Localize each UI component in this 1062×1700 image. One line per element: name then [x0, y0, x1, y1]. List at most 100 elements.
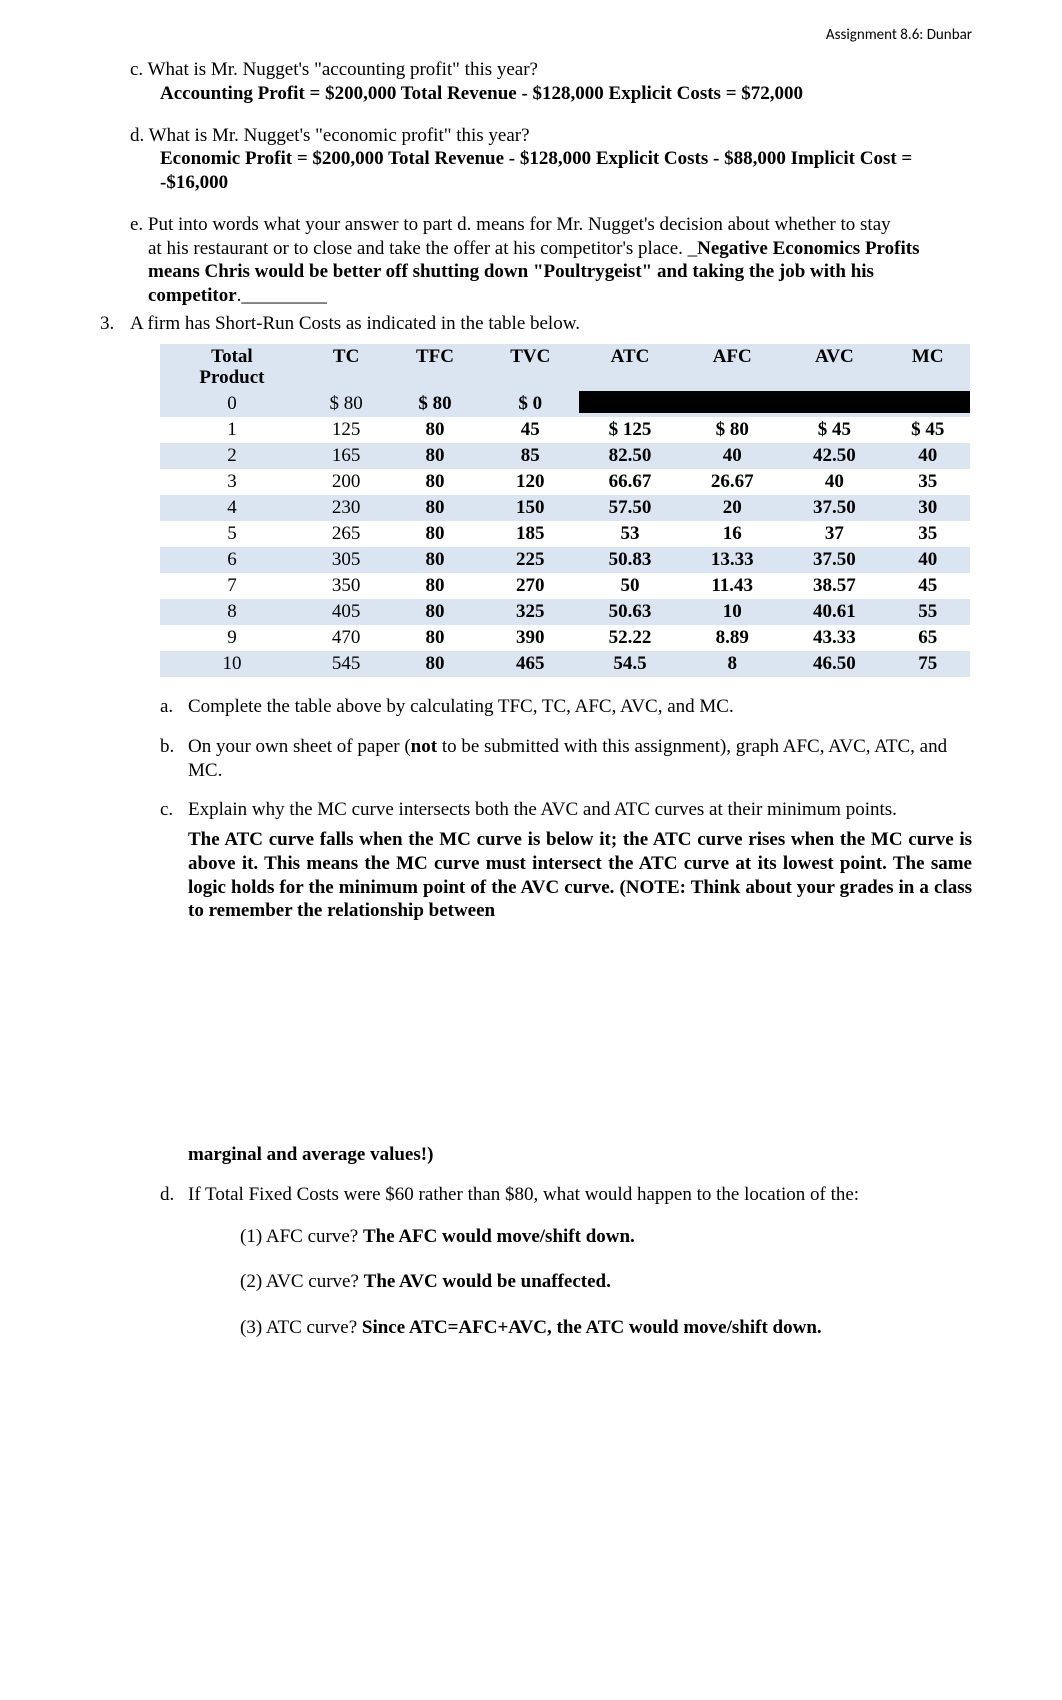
question-e-plain: at his restaurant or to close and take t…	[148, 238, 697, 259]
table-cell: 85	[482, 443, 579, 469]
question-3-number: 3.	[100, 312, 130, 336]
question-e: e. Put into words what your answer to pa…	[130, 213, 972, 308]
table-row: 42308015057.502037.5030	[160, 495, 970, 521]
table-cell: 80	[388, 651, 481, 677]
col-tvc: TVC	[482, 344, 579, 392]
question-e-tail: ._________	[237, 285, 327, 306]
table-cell: 165	[304, 443, 388, 469]
question-e-line1: e. Put into words what your answer to pa…	[130, 213, 972, 237]
table-row: 84058032550.631040.6155	[160, 599, 970, 625]
table-cell: 405	[304, 599, 388, 625]
table-cell: 2	[160, 443, 304, 469]
table-cell: 325	[482, 599, 579, 625]
part-d-text: If Total Fixed Costs were $60 rather tha…	[188, 1183, 972, 1207]
table-cell: 470	[304, 625, 388, 651]
table-cell: 10	[160, 651, 304, 677]
table-cell: 270	[482, 573, 579, 599]
question-c: c. What is Mr. Nugget's "accounting prof…	[130, 58, 972, 106]
part-d-sub2-bold: The AVC would be unaffected.	[364, 1271, 611, 1292]
part-a-label: a.	[160, 695, 188, 719]
question-e-body: at his restaurant or to close and take t…	[130, 237, 972, 308]
table-cell: 150	[482, 495, 579, 521]
page-header-right: Assignment 8.6: Dunbar	[826, 26, 972, 44]
col-tc: TC	[304, 344, 388, 392]
question-3-text: A firm has Short-Run Costs as indicated …	[130, 312, 972, 336]
table-cell: 465	[482, 651, 579, 677]
table-cell: 45	[482, 417, 579, 443]
table-cell: 80	[388, 495, 481, 521]
part-d-sub2-pre: (2) AVC curve?	[240, 1271, 364, 1292]
question-c-text: c. What is Mr. Nugget's "accounting prof…	[130, 58, 972, 82]
cost-table: Total Product TC TFC TVC ATC AFC AVC MC …	[160, 344, 970, 678]
part-d-sub1-bold: The AFC would move/shift down.	[363, 1226, 635, 1247]
col-tfc: TFC	[388, 344, 481, 392]
part-c-answer: The ATC curve falls when the MC curve is…	[188, 828, 972, 923]
table-cell: 80	[388, 417, 481, 443]
part-c-answer-tail: marginal and average values!)	[130, 1143, 972, 1167]
col-afc: AFC	[681, 344, 783, 392]
table-cell: $ 80	[304, 391, 388, 417]
page-gap	[130, 923, 972, 1143]
table-cell: 545	[304, 651, 388, 677]
part-d-sub1-pre: (1) AFC curve?	[240, 1226, 363, 1247]
table-cell: 185	[482, 521, 579, 547]
table-cell: 80	[388, 443, 481, 469]
table-cell: 120	[482, 469, 579, 495]
table-cell: 390	[482, 625, 579, 651]
col-avc: AVC	[783, 344, 885, 392]
table-cell: 125	[304, 417, 388, 443]
table-cell: 200	[304, 469, 388, 495]
part-d-sub3-bold: Since ATC=AFC+AVC, the ATC would move/sh…	[362, 1317, 822, 1338]
table-row: 2165808582.504042.5040	[160, 443, 970, 469]
table-row: 7350802705011.4338.5745	[160, 573, 970, 599]
table-cell: 80	[388, 573, 481, 599]
question-c-answer: Accounting Profit = $200,000 Total Reven…	[130, 82, 972, 106]
table-cell: 80	[388, 521, 481, 547]
table-body: 0$ 80$ 80$ 011258045$ 125$ 80$ 45$ 45216…	[160, 391, 970, 677]
table-cell: 265	[304, 521, 388, 547]
col-total-product: Total Product	[160, 344, 304, 392]
question-d: d. What is Mr. Nugget's "economic profit…	[130, 124, 972, 195]
page: Assignment 8.6: Dunbar c. What is Mr. Nu…	[0, 0, 1062, 1700]
part-d-sub3: (3) ATC curve? Since ATC=AFC+AVC, the AT…	[160, 1316, 972, 1340]
table-cell: 9	[160, 625, 304, 651]
table-cell: 225	[482, 547, 579, 573]
table-cell: 80	[388, 625, 481, 651]
table-cell: 7	[160, 573, 304, 599]
part-b: b. On your own sheet of paper (not to be…	[130, 735, 972, 783]
table-row: 105458046554.5846.5075	[160, 651, 970, 677]
table-cell: 305	[304, 547, 388, 573]
table-cell: 4	[160, 495, 304, 521]
table-cell: $ 80	[388, 391, 481, 417]
cost-table-wrap: Total Product TC TFC TVC ATC AFC AVC MC …	[160, 344, 972, 678]
table-row: 94708039052.228.8943.3365	[160, 625, 970, 651]
col-atc: ATC	[579, 344, 681, 392]
part-d-sub3-pre: (3) ATC curve?	[240, 1317, 362, 1338]
part-a: a. Complete the table above by calculati…	[130, 695, 972, 719]
table-cell: $ 0	[482, 391, 579, 417]
part-b-bold: not	[411, 736, 437, 757]
table-cell: 80	[388, 469, 481, 495]
table-cell: 80	[388, 547, 481, 573]
table-row: 32008012066.6726.674035	[160, 469, 970, 495]
table-row: 52658018553163735	[160, 521, 970, 547]
table-cell: 1	[160, 417, 304, 443]
part-b-pre: On your own sheet of paper (	[188, 736, 411, 757]
table-cell: 6	[160, 547, 304, 573]
table-cell: 8	[160, 599, 304, 625]
col-mc: MC	[886, 344, 971, 392]
table-row: 63058022550.8313.3337.5040	[160, 547, 970, 573]
part-d-sub2: (2) AVC curve? The AVC would be unaffect…	[160, 1270, 972, 1294]
table-cell: 5	[160, 521, 304, 547]
table-cell: 80	[388, 599, 481, 625]
table-cell: 350	[304, 573, 388, 599]
part-d-sub1: (1) AFC curve? The AFC would move/shift …	[160, 1225, 972, 1249]
part-a-text: Complete the table above by calculating …	[188, 695, 972, 719]
part-b-label: b.	[160, 735, 188, 783]
question-3: 3. A firm has Short-Run Costs as indicat…	[100, 312, 972, 336]
part-c-text: Explain why the MC curve intersects both…	[188, 798, 972, 822]
table-cell: 3	[160, 469, 304, 495]
part-d-label: d.	[160, 1183, 188, 1207]
part-c: c. Explain why the MC curve intersects b…	[130, 798, 972, 923]
table-cell: 0	[160, 391, 304, 417]
